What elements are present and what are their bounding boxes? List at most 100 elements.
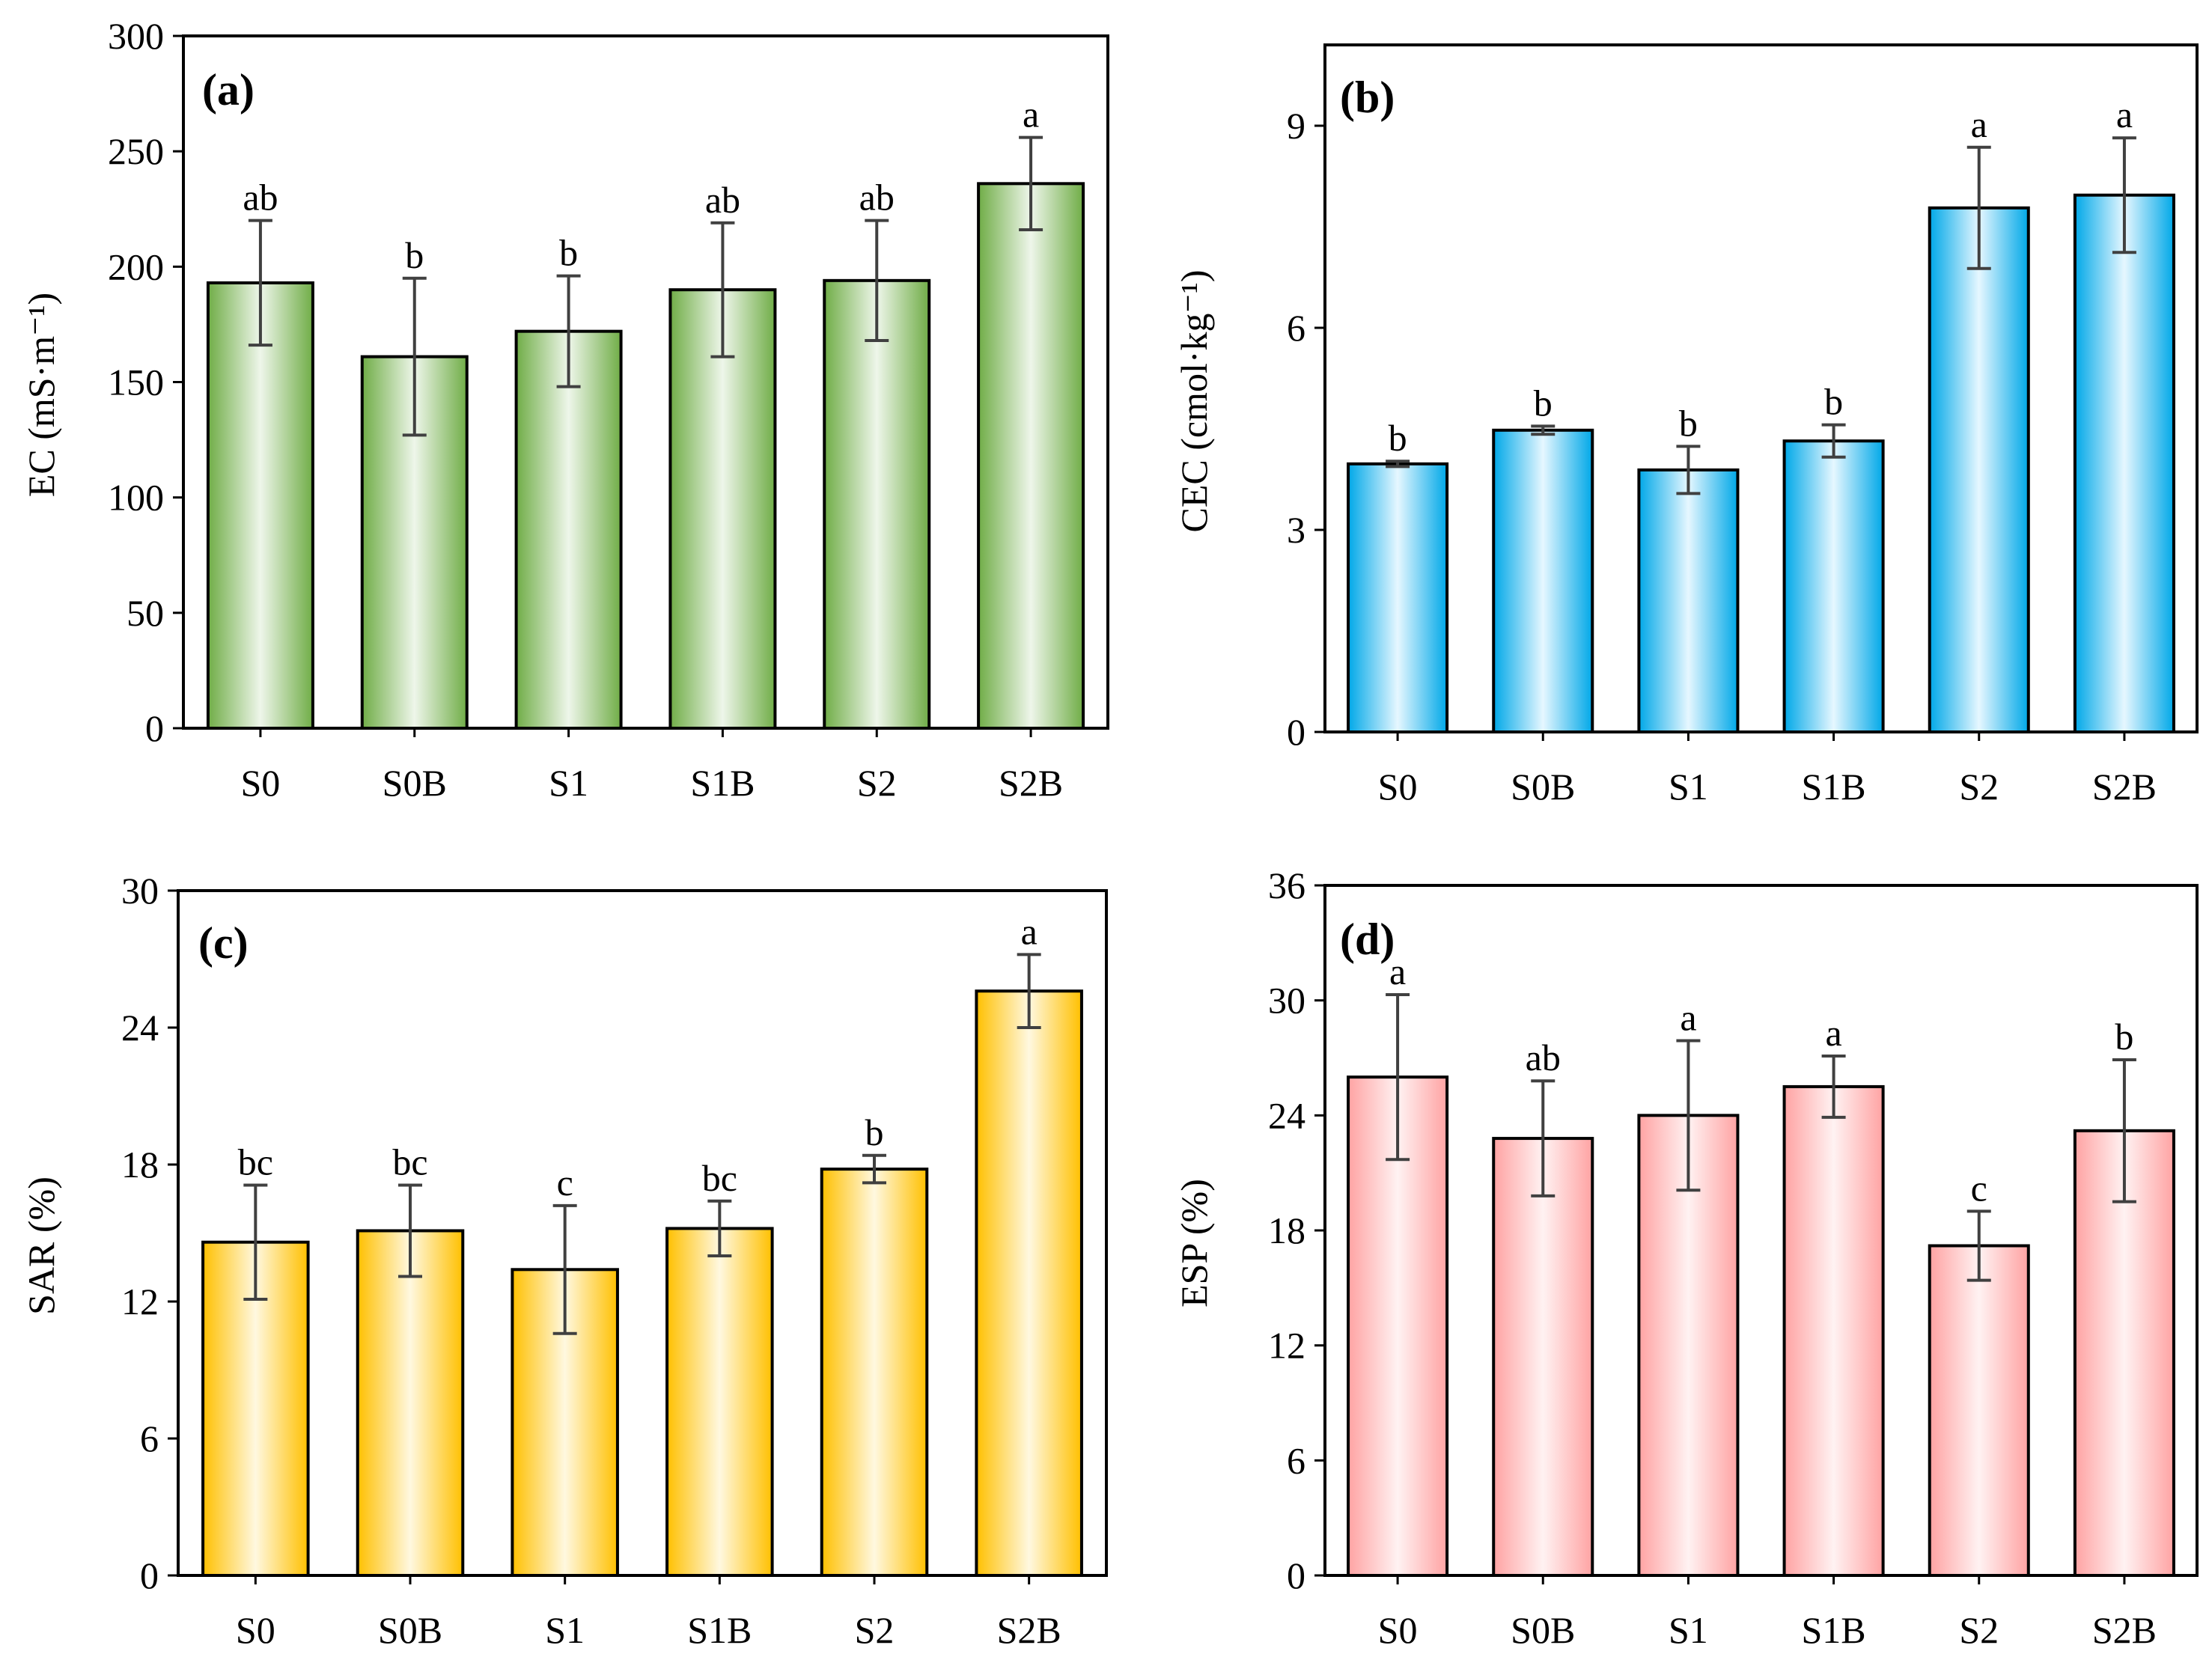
significance-label: ab — [859, 177, 895, 219]
y-tick-label: 6 — [140, 1418, 159, 1459]
bar-S1B — [668, 288, 777, 730]
bar-S0B — [1492, 428, 1594, 733]
x-tick-label: S0B — [383, 762, 447, 804]
bar-S0B — [1492, 1137, 1594, 1577]
plot-frame — [177, 889, 1108, 1577]
bar-S2B — [977, 182, 1085, 730]
y-tick-label: 200 — [108, 245, 164, 287]
plot-frame — [182, 34, 1109, 730]
significance-label: bc — [238, 1141, 273, 1183]
panel-label: (c) — [198, 918, 249, 968]
bar-S2 — [1928, 1244, 2030, 1577]
y-tick-label: 30 — [1268, 980, 1305, 1022]
bar-S1 — [514, 329, 623, 730]
significance-label: a — [1023, 94, 1039, 135]
significance-label: bc — [702, 1157, 737, 1199]
y-tick-label: 12 — [121, 1281, 159, 1322]
x-tick-label: S2B — [2092, 1609, 2157, 1651]
y-tick-label: 18 — [1268, 1209, 1305, 1251]
x-tick-label: S0B — [378, 1609, 442, 1651]
bar-S2 — [823, 278, 931, 730]
significance-label: c — [557, 1162, 573, 1203]
significance-label: b — [2115, 1016, 2133, 1058]
significance-label: a — [1680, 996, 1696, 1038]
bar-S0B — [356, 1229, 465, 1577]
bar-S0 — [206, 281, 314, 730]
y-tick-label: 6 — [1287, 1439, 1305, 1481]
x-tick-label: S2 — [857, 762, 897, 804]
plot-frame — [1323, 43, 2199, 733]
x-tick-label: S2 — [855, 1609, 895, 1651]
significance-label: b — [405, 234, 424, 276]
panel-b: 0 3 6 9 CEC (cmol·kg⁻¹) (b) b S0 b S0B b S1 b S1B a S2 a… — [1173, 43, 2199, 808]
significance-label: ab — [705, 179, 740, 221]
x-tick-label: S1 — [1669, 1609, 1708, 1651]
x-tick-label: S0 — [241, 762, 281, 804]
y-tick-label: 0 — [140, 1554, 159, 1596]
bar-S0 — [1347, 462, 1449, 733]
significance-label: a — [1825, 1012, 1841, 1054]
y-tick-label: 100 — [108, 477, 164, 519]
y-tick-label: 24 — [121, 1007, 159, 1049]
y-tick-label: 12 — [1268, 1325, 1305, 1367]
y-tick-label: 30 — [121, 870, 159, 912]
bar-S1B — [1782, 439, 1885, 733]
panel-label: (d) — [1340, 915, 1395, 964]
significance-label: b — [1679, 402, 1698, 444]
x-tick-label: S0B — [1511, 766, 1575, 808]
bar-S2 — [820, 1168, 929, 1577]
significance-label: c — [1971, 1167, 1987, 1209]
significance-label: b — [865, 1111, 884, 1153]
bar-S2 — [1928, 206, 2030, 733]
x-tick-label: S0 — [1378, 1609, 1418, 1651]
bar-S2B — [2073, 193, 2175, 733]
significance-label: a — [2116, 94, 2133, 135]
x-tick-label: S1 — [545, 1609, 585, 1651]
panel-label: (b) — [1340, 73, 1395, 122]
y-tick-label: 0 — [145, 707, 164, 749]
x-tick-label: S1B — [1801, 1609, 1865, 1651]
x-tick-label: S0 — [236, 1609, 275, 1651]
y-tick-label: 18 — [121, 1144, 159, 1186]
x-tick-label: S2B — [999, 762, 1063, 804]
y-tick-label: 0 — [1287, 711, 1305, 753]
x-tick-label: S2B — [997, 1609, 1061, 1651]
x-tick-label: S2B — [2092, 766, 2157, 808]
significance-label: bc — [392, 1141, 427, 1183]
x-tick-label: S1 — [1669, 766, 1708, 808]
y-tick-label: 36 — [1268, 864, 1305, 906]
x-tick-label: S1 — [549, 762, 588, 804]
y-tick-label: 9 — [1287, 105, 1305, 147]
bar-S1 — [1637, 468, 1740, 734]
y-axis-title: CEC (cmol·kg⁻¹) — [1173, 269, 1215, 532]
y-tick-label: 50 — [127, 592, 164, 634]
y-tick-label: 3 — [1287, 509, 1305, 551]
bar-S1B — [665, 1227, 774, 1578]
bar-S2B — [975, 989, 1083, 1577]
bar-S1B — [1782, 1084, 1885, 1577]
significance-label: a — [1389, 950, 1406, 992]
y-tick-label: 150 — [108, 361, 164, 403]
significance-label: a — [1971, 103, 1987, 145]
y-tick-label: 0 — [1287, 1554, 1305, 1596]
y-axis-title: SAR (%) — [20, 1177, 62, 1315]
x-tick-label: S1B — [1801, 766, 1865, 808]
plot-frame — [1323, 884, 2199, 1577]
y-tick-label: 250 — [108, 130, 164, 172]
significance-label: ab — [243, 177, 278, 219]
y-axis-title: ESP (%) — [1173, 1179, 1215, 1307]
x-tick-label: S1B — [687, 1609, 752, 1651]
y-axis-title: EC (mS·m⁻¹) — [20, 293, 62, 497]
significance-label: a — [1021, 910, 1038, 952]
bar-S1 — [1637, 1114, 1740, 1578]
y-tick-label: 6 — [1287, 307, 1305, 349]
panel-c: 0 6 12 18 24 30 SAR (%) (c) bc S0 bc S0B c S1 bc S1B b S2… — [20, 870, 1108, 1651]
x-tick-label: S2 — [1959, 766, 1999, 808]
y-tick-label: 300 — [108, 15, 164, 57]
x-tick-label: S1B — [690, 762, 755, 804]
y-tick-label: 24 — [1268, 1094, 1305, 1136]
significance-label: b — [1534, 382, 1553, 424]
